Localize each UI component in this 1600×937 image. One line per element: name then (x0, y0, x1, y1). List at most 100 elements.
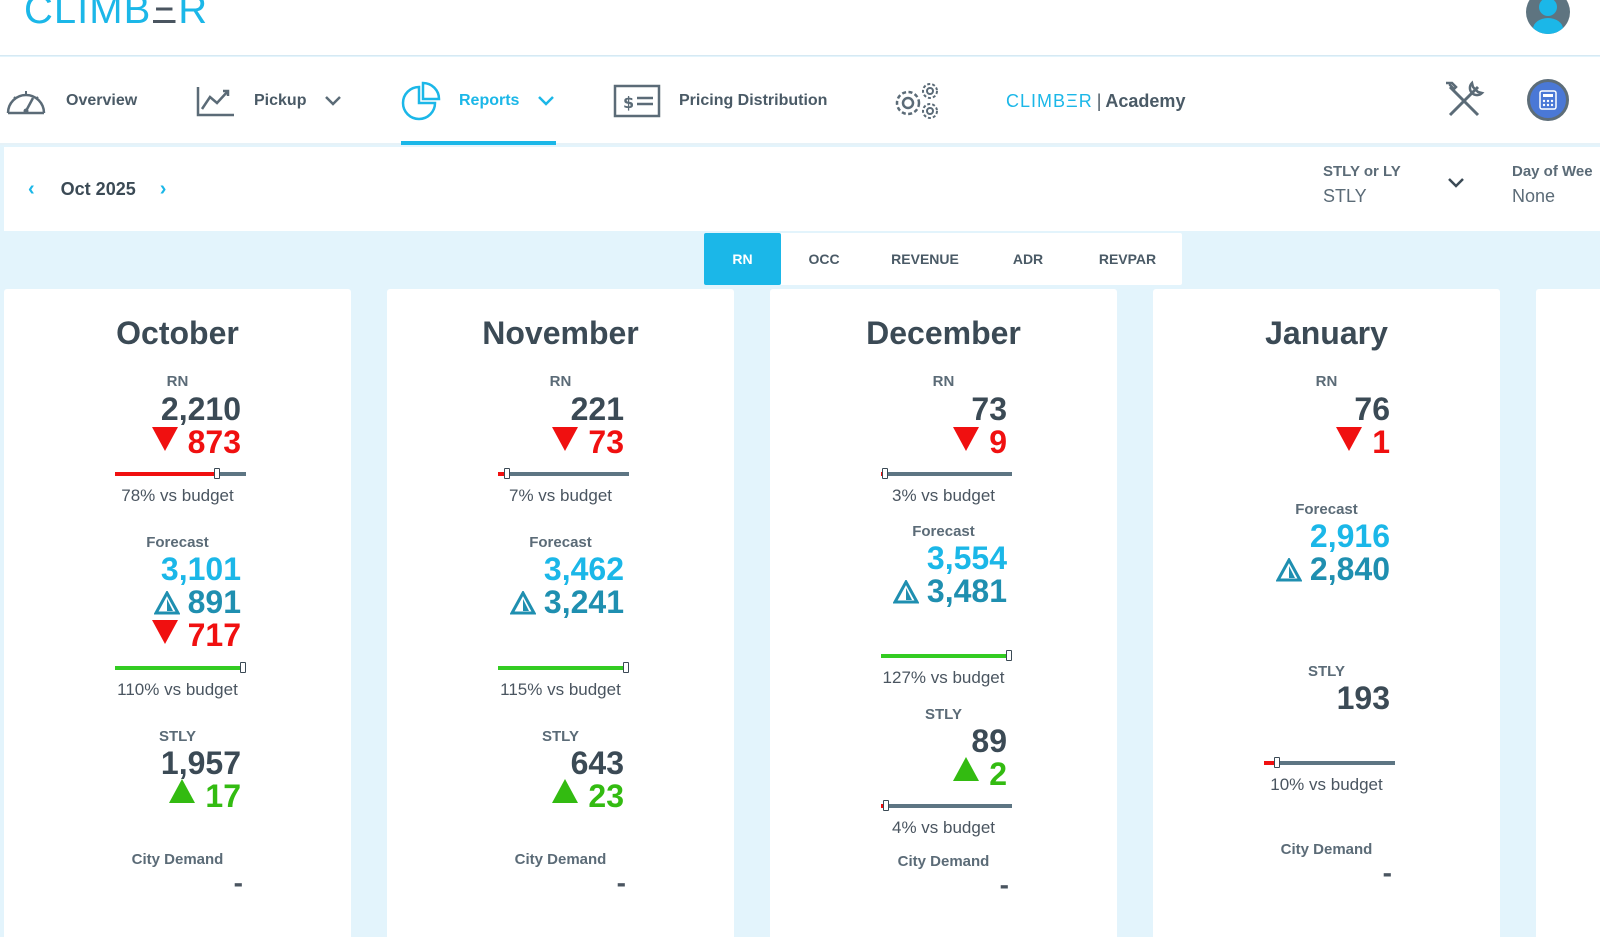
city-demand-label: City Demand (514, 851, 607, 868)
day-of-week-select[interactable]: Day of Wee None (1512, 163, 1600, 207)
stly-value: 1,957 (160, 745, 241, 781)
city-demand-label: City Demand (131, 851, 224, 868)
chevron-down-icon (538, 96, 555, 106)
rn-value: 221 (570, 391, 624, 427)
rn-budget-pct: 7% vs budget (508, 486, 612, 505)
forecast-value: 3,554 (926, 540, 1007, 576)
rn-value: 2,210 (160, 391, 241, 427)
forecast-value: 2,916 (1309, 518, 1390, 554)
tab-occ[interactable]: OCC (808, 251, 840, 267)
down-arrow-icon (552, 427, 579, 451)
forecast-value: 3,462 (543, 551, 624, 587)
rn-label: RN (166, 373, 189, 390)
stly-value: 89 (971, 723, 1007, 759)
nav-reports-label: Reports (459, 92, 520, 109)
rn-delta: 9 (953, 424, 1007, 461)
nav-pricing-distribution[interactable]: $ Pricing Distribution (613, 57, 827, 145)
down-arrow-icon (953, 427, 980, 451)
forecast-pickup: 3,481 (892, 573, 1007, 610)
triangle-outline-icon (153, 591, 180, 615)
rn-label: RN (1315, 373, 1338, 390)
forecast-budget-knob (1006, 650, 1012, 661)
metric-tabs: RN OCC REVENUE ADR REVPAR (704, 233, 1182, 285)
nav-tools[interactable] (1442, 57, 1504, 145)
academy-brand: CLIMBΞR (1006, 90, 1093, 111)
calculator-button[interactable] (1527, 79, 1569, 121)
down-arrow-icon (151, 620, 178, 644)
forecast-budget-bar (498, 662, 629, 673)
month-card-next[interactable] (1536, 289, 1600, 937)
rn-delta: 1 (1336, 424, 1390, 461)
up-arrow-icon (552, 779, 579, 803)
tab-rn[interactable]: RN (704, 233, 781, 285)
chevron-left-icon[interactable]: ‹ (28, 177, 35, 200)
month-card-october[interactable]: October RN 2,210 873 78% vs budget Forec… (4, 289, 351, 937)
pie-chart-icon (401, 81, 441, 121)
nav-overview-label: Overview (66, 92, 138, 109)
card-month-title: November (482, 315, 639, 351)
forecast-budget-pct: 127% vs budget (882, 668, 1005, 687)
rn-value: 73 (971, 391, 1007, 427)
nav-reports[interactable]: Reports (401, 57, 556, 145)
nav-overview[interactable]: Overview (4, 57, 137, 145)
down-arrow-icon (1336, 427, 1363, 451)
chevron-down-icon (325, 96, 342, 106)
stly-budget-pct: 4% vs budget (891, 818, 995, 837)
stly-label: STLY (1308, 663, 1345, 680)
climber-logo[interactable]: CLIMBΞR (24, 0, 209, 32)
stly-delta: 23 (552, 778, 624, 815)
stly-budget-knob (1274, 757, 1281, 768)
stly-budget-bar (881, 800, 1012, 811)
rn-budget-knob (504, 468, 511, 479)
nav-settings[interactable] (892, 57, 960, 145)
forecast-label: Forecast (146, 534, 209, 551)
tab-adr[interactable]: ADR (1012, 251, 1044, 267)
forecast-pickup: 891 (153, 584, 241, 621)
month-card-november[interactable]: November RN 221 73 7% vs budget Forecast… (387, 289, 734, 937)
nav-pickup[interactable]: Pickup (196, 57, 342, 145)
svg-text:$: $ (623, 93, 634, 112)
city-demand-value: - (999, 869, 1009, 900)
city-demand-label: City Demand (897, 853, 990, 870)
tab-revpar[interactable]: REVPAR (1098, 251, 1157, 267)
price-tag-icon: $ (613, 84, 661, 118)
rn-budget-bar (498, 468, 629, 479)
rn-delta: 873 (151, 424, 241, 461)
forecast-label: Forecast (1295, 501, 1358, 518)
card-month-title: October (116, 315, 239, 351)
rn-budget-pct: 3% vs budget (891, 486, 995, 505)
tab-revenue[interactable]: REVENUE (891, 251, 959, 267)
triangle-outline-icon (1275, 558, 1302, 582)
speedometer-icon (6, 91, 46, 115)
rn-budget-fill (498, 472, 508, 476)
forecast-budget-pct: 110% vs budget (117, 680, 238, 699)
stly-value: 193 (1336, 680, 1390, 716)
academy-label: Academy (1105, 90, 1186, 111)
rn-budget-bar (115, 468, 246, 479)
month-card-december[interactable]: December RN 73 9 3% vs budget Forecast 3… (770, 289, 1117, 937)
forecast-pickup: 3,241 (509, 584, 624, 621)
forecast-budget-fill (881, 654, 1012, 658)
nav-academy[interactable]: CLIMBΞR | Academy (1006, 57, 1185, 145)
forecast-value: 3,101 (160, 551, 241, 587)
academy-separator: | (1096, 90, 1102, 111)
nav-pricing-label: Pricing Distribution (679, 92, 828, 109)
month-card-january[interactable]: January RN 76 1 Forecast 2,916 2,840 STL… (1153, 289, 1500, 937)
comparison-select[interactable]: STLY or LY STLY (1323, 163, 1473, 207)
chevron-right-icon[interactable]: › (159, 177, 167, 200)
forecast-label: Forecast (529, 534, 592, 551)
triangle-outline-icon (509, 591, 536, 615)
forecast-label: Forecast (912, 523, 975, 540)
rn-budget-fill (115, 472, 218, 476)
up-arrow-icon (169, 779, 196, 803)
forecast-delta: 717 (151, 617, 241, 654)
forecast-budget-knob (240, 662, 246, 673)
rn-label: RN (932, 373, 955, 390)
period-selector: ‹ Oct 2025 › (22, 147, 172, 231)
rn-budget-knob (881, 468, 888, 479)
city-demand-value: - (616, 867, 626, 898)
user-avatar-icon[interactable] (1526, 0, 1570, 34)
card-month-title: December (866, 315, 1021, 351)
city-demand-label: City Demand (1280, 841, 1373, 858)
trend-chart-icon (196, 87, 234, 117)
